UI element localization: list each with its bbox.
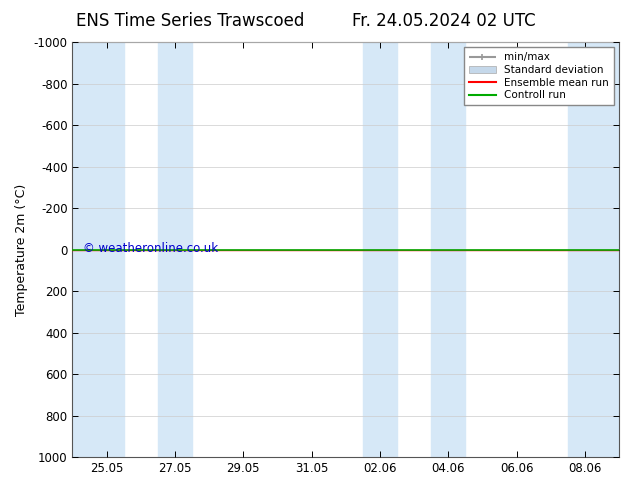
Bar bbox=[158, 42, 192, 457]
Bar bbox=[568, 42, 619, 457]
Legend: min/max, Standard deviation, Ensemble mean run, Controll run: min/max, Standard deviation, Ensemble me… bbox=[464, 47, 614, 105]
Bar bbox=[363, 42, 397, 457]
Text: ENS Time Series Trawscoed: ENS Time Series Trawscoed bbox=[76, 12, 304, 30]
Text: Fr. 24.05.2024 02 UTC: Fr. 24.05.2024 02 UTC bbox=[352, 12, 536, 30]
Bar bbox=[431, 42, 465, 457]
Bar bbox=[72, 42, 124, 457]
Y-axis label: Temperature 2m (°C): Temperature 2m (°C) bbox=[15, 183, 28, 316]
Text: © weatheronline.co.uk: © weatheronline.co.uk bbox=[83, 242, 219, 255]
